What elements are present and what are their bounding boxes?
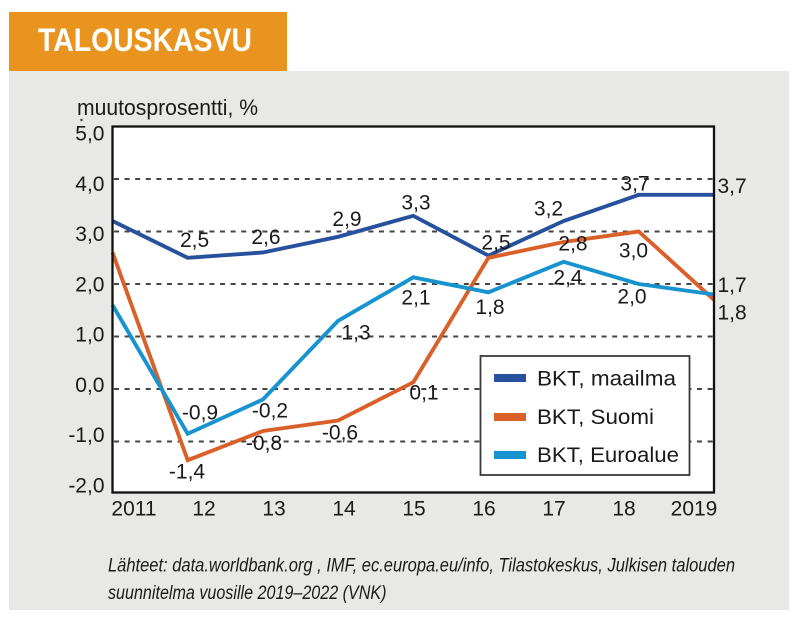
svg-text:BKT, Suomi: BKT, Suomi <box>537 406 654 429</box>
svg-text:2,5: 2,5 <box>481 232 510 255</box>
svg-text:12: 12 <box>192 498 215 521</box>
svg-text:2011: 2011 <box>111 498 156 521</box>
svg-text:15: 15 <box>402 498 425 521</box>
svg-text:16: 16 <box>472 498 495 521</box>
svg-text:5,0: 5,0 <box>75 123 104 146</box>
svg-text:Lähteet: data.worldbank.org ,: Lähteet: data.worldbank.org , IMF, ec.eu… <box>108 555 735 577</box>
svg-text:suunnitelma vuosille 2019–2022: suunnitelma vuosille 2019–2022 (VNK) <box>108 582 387 604</box>
svg-text:2019: 2019 <box>671 498 718 521</box>
svg-text:3,0: 3,0 <box>619 240 648 263</box>
svg-text:2,0: 2,0 <box>617 286 646 309</box>
svg-text:-0,6: -0,6 <box>322 422 358 445</box>
svg-text:3,7: 3,7 <box>718 175 747 198</box>
svg-text:BKT, maailma: BKT, maailma <box>537 368 676 391</box>
svg-text:3,2: 3,2 <box>534 198 563 221</box>
svg-text:muutosprosentti, %: muutosprosentti, % <box>77 95 258 120</box>
svg-text:3,0: 3,0 <box>75 223 104 246</box>
svg-text:2,1: 2,1 <box>401 287 430 310</box>
svg-text:1,3: 1,3 <box>341 322 370 345</box>
svg-text:-1,0: -1,0 <box>68 424 104 447</box>
svg-text:-2,0: -2,0 <box>68 475 104 498</box>
svg-text:3,7: 3,7 <box>620 173 649 196</box>
svg-text:1,0: 1,0 <box>75 324 104 347</box>
svg-text:TALOUSKASVU: TALOUSKASVU <box>38 22 252 58</box>
svg-text:0,1: 0,1 <box>409 382 438 405</box>
svg-text:-1,4: -1,4 <box>169 461 206 484</box>
svg-text:-0,2: -0,2 <box>252 400 288 423</box>
svg-text:0,0: 0,0 <box>75 374 104 397</box>
svg-text:13: 13 <box>262 498 285 521</box>
svg-text:-0,8: -0,8 <box>246 432 282 455</box>
svg-text:2,0: 2,0 <box>75 273 104 296</box>
svg-text:17: 17 <box>542 498 565 521</box>
svg-text:1,8: 1,8 <box>718 302 747 325</box>
svg-text:BKT, Euroalue: BKT, Euroalue <box>537 444 679 467</box>
svg-text:2,6: 2,6 <box>251 226 280 249</box>
svg-text:2,4: 2,4 <box>553 267 583 290</box>
svg-text:18: 18 <box>612 498 635 521</box>
svg-text:2,8: 2,8 <box>558 233 587 256</box>
svg-text:-0,9: -0,9 <box>182 402 218 425</box>
svg-text:2,5: 2,5 <box>180 229 209 252</box>
svg-text:1,8: 1,8 <box>475 296 504 319</box>
svg-text:4,0: 4,0 <box>75 173 104 196</box>
svg-text:3,3: 3,3 <box>401 192 430 215</box>
svg-text:2,9: 2,9 <box>332 208 361 231</box>
svg-text:14: 14 <box>332 498 356 521</box>
svg-text:1,7: 1,7 <box>718 274 747 297</box>
